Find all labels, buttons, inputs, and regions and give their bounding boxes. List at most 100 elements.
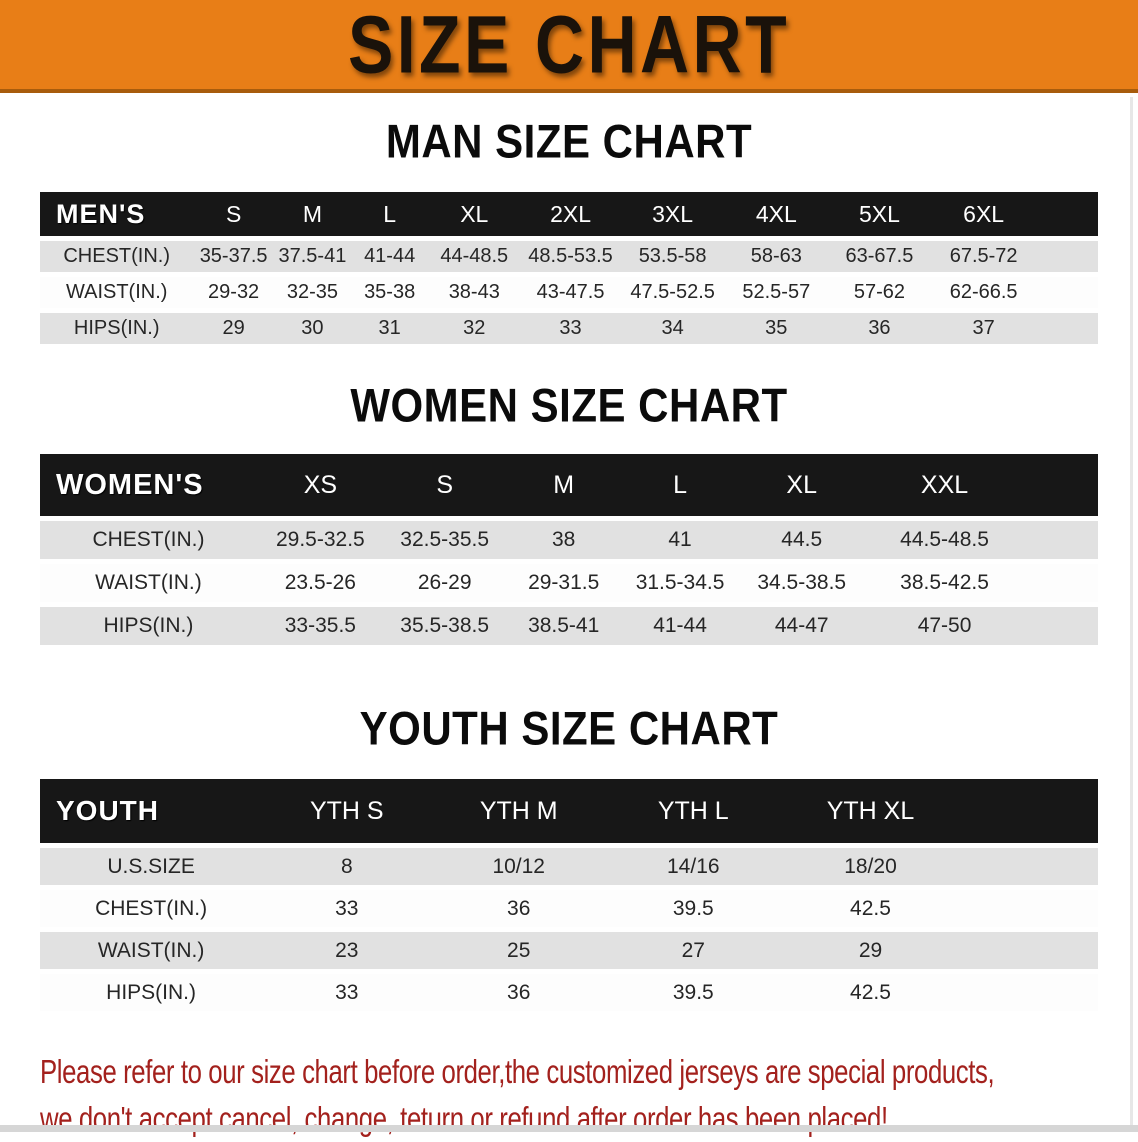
spacer-cell <box>1024 521 1098 559</box>
measurement-label: CHEST(IN.) <box>92 528 205 551</box>
disclaimer-line-2: we don't accept cancel, change, teturn o… <box>40 1100 888 1137</box>
measurement-row-hips: HIPS(IN.) 33-35.5 35.5-38.5 38.5-41 41-4… <box>40 607 1098 645</box>
size-column-header: 5XL <box>828 192 931 236</box>
size-value: 43-47.5 <box>536 281 605 303</box>
size-value: 67.5-72 <box>949 245 1018 267</box>
size-value: 38.5-42.5 <box>900 571 989 594</box>
size-value: 23 <box>335 938 359 962</box>
size-column-header: S <box>193 192 274 236</box>
size-value: 32.5-35.5 <box>400 528 490 551</box>
youth-section-title: YOUTH SIZE CHART <box>359 702 779 755</box>
size-value: 29-31.5 <box>528 571 600 594</box>
size-value: 18/20 <box>844 854 897 878</box>
women-size-table: WOMEN'S XS S M L XL XXL CHEST(IN.) 29.5-… <box>40 449 1098 650</box>
size-value: 41-44 <box>653 614 707 637</box>
measurement-row-waist: WAIST(IN.) 23.5-26 26-29 29-31.5 31.5-34… <box>40 564 1098 602</box>
size-value: 36 <box>507 980 531 1004</box>
size-value: 38-43 <box>448 281 500 303</box>
measurement-label: CHEST(IN.) <box>95 896 208 920</box>
measurement-row-waist: WAIST(IN.) 29-32 32-35 35-38 38-43 43-47… <box>40 277 1098 308</box>
size-value: 29-32 <box>208 281 260 303</box>
size-value: 48.5-53.5 <box>528 245 613 267</box>
size-value: 32-35 <box>286 281 338 303</box>
spacer-cell <box>960 848 1098 885</box>
size-value: 36 <box>868 317 891 339</box>
size-chart-banner: SIZE CHART <box>0 0 1138 93</box>
measurement-label: HIPS(IN.) <box>106 980 196 1004</box>
disclaimer-line-1: Please refer to our size chart before or… <box>40 1053 995 1090</box>
size-column-header: XL <box>738 454 866 516</box>
size-column-header: XS <box>256 454 384 516</box>
size-value: 30 <box>301 317 324 339</box>
size-column-header: YTH M <box>431 779 606 843</box>
size-value: 38.5-41 <box>528 614 600 637</box>
size-column-header: 3XL <box>620 192 725 236</box>
size-column-header: YTH L <box>606 779 781 843</box>
size-value: 42.5 <box>850 980 891 1004</box>
spacer-cell <box>1037 277 1098 308</box>
size-value: 44.5-48.5 <box>900 528 989 551</box>
size-value: 42.5 <box>850 896 891 920</box>
size-value: 39.5 <box>672 896 714 920</box>
size-value: 41-44 <box>364 245 416 267</box>
measurement-row-hips: HIPS(IN.) 29 30 31 32 33 34 35 36 37 <box>40 313 1098 344</box>
size-column-header: YTH XL <box>780 779 961 843</box>
size-value: 62-66.5 <box>949 281 1018 303</box>
size-value: 35-37.5 <box>199 245 268 267</box>
measurement-label: HIPS(IN.) <box>73 317 160 339</box>
size-value: 31 <box>378 317 401 339</box>
size-value: 58-63 <box>750 245 802 267</box>
size-value: 26-29 <box>417 571 472 594</box>
size-value: 38 <box>552 528 576 551</box>
size-value: 31.5-34.5 <box>635 571 725 594</box>
size-value: 10/12 <box>492 854 545 878</box>
size-value: 63-67.5 <box>845 245 914 267</box>
size-value: 52.5-57 <box>742 281 811 303</box>
spacer-cell <box>960 932 1098 969</box>
size-value: 33 <box>335 896 359 920</box>
size-value: 57-62 <box>853 281 906 303</box>
size-column-header: L <box>621 454 739 516</box>
measurement-label: HIPS(IN.) <box>103 614 194 637</box>
size-column-header: S <box>383 454 506 516</box>
spacer-cell <box>1037 241 1098 272</box>
size-value: 34.5-38.5 <box>757 571 847 594</box>
youth-header-row: YOUTH YTH S YTH M YTH L YTH XL <box>40 779 1098 843</box>
size-value: 37.5-41 <box>278 245 347 267</box>
youth-table-label: YOUTH <box>40 779 263 843</box>
men-header-row: MEN'S S M L XL 2XL 3XL 4XL 5XL 6XL <box>40 192 1098 236</box>
size-value: 35-38 <box>364 281 416 303</box>
size-column-header: 6XL <box>930 192 1037 236</box>
measurement-label: U.S.SIZE <box>107 854 195 878</box>
measurement-row-ussize: U.S.SIZE 8 10/12 14/16 18/20 <box>40 848 1098 885</box>
size-column-header: 4XL <box>724 192 829 236</box>
scan-edge-right <box>1130 97 1133 1125</box>
measurement-row-hips: HIPS(IN.) 33 36 39.5 42.5 <box>40 974 1098 1011</box>
size-value: 34 <box>661 317 684 339</box>
size-value: 33 <box>335 980 359 1004</box>
size-value: 44-47 <box>774 614 829 637</box>
women-header-row: WOMEN'S XS S M L XL XXL <box>40 454 1098 516</box>
spacer-cell <box>1036 192 1098 236</box>
size-value: 35.5-38.5 <box>400 614 490 637</box>
size-value: 44-48.5 <box>440 245 509 267</box>
size-value: 35 <box>765 317 788 339</box>
spacer-cell <box>960 974 1098 1011</box>
size-value: 33-35.5 <box>284 614 356 637</box>
measurement-row-chest: CHEST(IN.) 33 36 39.5 42.5 <box>40 890 1098 927</box>
size-column-header: XXL <box>865 454 1024 516</box>
size-value: 29 <box>858 938 883 962</box>
scan-edge-bottom <box>0 1125 1138 1132</box>
size-value: 29.5-32.5 <box>275 528 365 551</box>
size-value: 29 <box>222 317 245 339</box>
spacer-cell <box>960 779 1098 843</box>
measurement-row-chest: CHEST(IN.) 35-37.5 37.5-41 41-44 44-48.5… <box>40 241 1098 272</box>
size-column-header: XL <box>428 192 521 236</box>
size-column-header: L <box>351 192 429 236</box>
size-value: 14/16 <box>667 854 720 878</box>
measurement-label: WAIST(IN.) <box>97 938 205 962</box>
size-value: 47.5-52.5 <box>630 281 715 303</box>
disclaimer: Please refer to our size chart before or… <box>40 1048 1138 1142</box>
size-value: 39.5 <box>672 980 714 1004</box>
men-size-table: MEN'S S M L XL 2XL 3XL 4XL 5XL 6XL CHEST… <box>40 187 1098 349</box>
